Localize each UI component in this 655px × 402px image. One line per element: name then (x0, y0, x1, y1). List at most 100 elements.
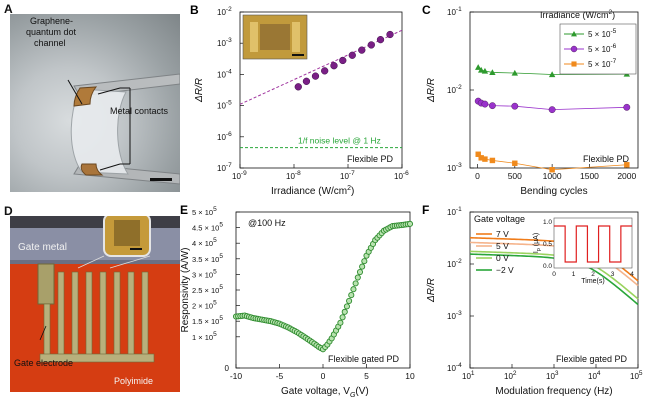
label-metal-contacts: Metal contacts (110, 106, 169, 116)
plot-frame (235, 211, 411, 369)
x-tick-label: 102 (504, 370, 517, 381)
inset-x-tick-label: 2 (591, 271, 595, 278)
x-axis-label: Modulation frequency (Hz) (495, 386, 612, 397)
legend-title: Irradiance (W/cm2) (540, 9, 615, 20)
data-point (359, 263, 366, 270)
inset-y-tick-label: 0.5 (543, 241, 552, 248)
data-point (549, 167, 555, 173)
x-axis-label: Irradiance (W/cm2) (271, 185, 354, 197)
x-tick-label: -5 (276, 371, 284, 381)
data-point (311, 72, 320, 80)
label-gate-electrode: Gate electrode (14, 358, 74, 368)
y-axis-label: ΔR/R (194, 78, 205, 103)
data-point (348, 292, 355, 299)
y-tick-label: 10-7 (217, 162, 232, 173)
x-tick-label: 500 (508, 171, 522, 181)
x-tick-label: 0 (321, 371, 326, 381)
annotation-frequency: @100 Hz (248, 218, 286, 228)
legend-marker (570, 45, 578, 53)
chart-e: E -10 -5 0 5 10 0 1 × 105 1.5 × 105 2 × 105 2.5 ×… (180, 203, 415, 399)
inset-frame (553, 217, 633, 269)
y-tick-label: 10-6 (217, 131, 232, 142)
annotation: Flexible gated PD (328, 354, 400, 364)
data-point (348, 51, 356, 59)
x-tick-label: -10 (230, 371, 243, 381)
data-point (511, 102, 519, 110)
inset-y-axis-label: Ip (μA) (533, 233, 542, 253)
data-point (489, 69, 496, 75)
x-tick-label: 1000 (543, 171, 562, 181)
gated-device-illustration (10, 216, 180, 392)
inset-y-tick-label: 0.0 (543, 263, 552, 270)
x-tick-label: 10 (405, 371, 415, 381)
data-point (481, 67, 489, 74)
x-axis-label: Gate voltage, VG(V) (281, 386, 369, 399)
data-point (339, 56, 347, 65)
data-point (511, 69, 518, 76)
x-tick-label: 10-8 (286, 170, 301, 181)
label-channel-line3: channel (34, 38, 66, 48)
data-point (321, 67, 329, 75)
data-point (489, 102, 496, 110)
legend-label: −2 V (496, 265, 514, 275)
panel-letter-b: B (190, 3, 199, 17)
data-point (481, 100, 489, 108)
inset-scale-bar (292, 54, 304, 56)
inset-x-tick-label: 3 (611, 271, 615, 278)
data-point (341, 308, 348, 315)
data-point (548, 106, 556, 114)
y-tick-label: 10-3 (217, 37, 232, 48)
x-tick-label: 10-7 (340, 170, 355, 181)
inset-x-axis-label: Time(s) (581, 278, 604, 285)
data-point (376, 35, 385, 44)
inset-y-tick-label: 1.0 (543, 219, 552, 226)
data-point (302, 77, 311, 85)
legend-label: 7 V (496, 229, 509, 239)
data-point (482, 156, 488, 162)
panel-letter-d: D (4, 204, 13, 218)
y-tick-label: 10-4 (447, 362, 462, 373)
annotation: Flexible PD (347, 154, 394, 164)
y-tick-label: 5 × 105 (192, 206, 217, 217)
x-tick-label: 0 (475, 171, 480, 181)
y-tick-label: 2.5 × 105 (192, 284, 223, 295)
chart-b: B 10-9 10-8 10-7 10-6 10-7 10-6 10-5 10-4 10-3 10… (190, 3, 409, 197)
data-point (358, 46, 366, 54)
y-tick-label: 2 × 105 (192, 300, 217, 311)
y-tick-label: 10-1 (447, 206, 462, 217)
inset-trace (554, 225, 632, 263)
x-axis-label: Bending cycles (520, 186, 587, 197)
data-point (352, 280, 359, 287)
y-tick-label: 10-3 (447, 310, 462, 321)
x-tick-label: 5 (364, 371, 369, 381)
x-tick-label: 101 (462, 370, 475, 381)
y-tick-label: 10-2 (217, 6, 232, 17)
data-point (361, 258, 368, 265)
data-point (406, 220, 414, 227)
data-point (339, 314, 346, 321)
data-point (489, 157, 496, 164)
x-tick-label: 1500 (580, 171, 599, 181)
data-point (478, 155, 484, 161)
plot-frame (239, 11, 403, 169)
data-point (512, 160, 518, 166)
inset-contact-left (250, 22, 258, 52)
photo-flexible-device: Graphene- quantum dot channel Metal cont… (10, 14, 180, 192)
annotation: Flexible PD (583, 154, 630, 164)
panel-letter-e: E (180, 203, 188, 217)
legend-title: Gate voltage (474, 214, 525, 224)
device-illustration (67, 73, 180, 185)
y-tick-label: 10-1 (447, 6, 462, 17)
legend-label: 5 V (496, 241, 509, 251)
x-tick-label: 105 (630, 370, 643, 381)
y-tick-label: 1 × 105 (192, 331, 217, 342)
y-tick-label: 4 × 105 (192, 237, 217, 248)
legend-marker (571, 61, 577, 67)
y-axis-label: ΔR/R (426, 278, 437, 303)
label-polyimide: Polyimide (114, 376, 154, 386)
noise-level-label: 1/f noise level @ 1 Hz (298, 136, 381, 146)
x-tick-label: 2000 (617, 171, 636, 181)
inset-x-tick-label: 1 (572, 271, 576, 278)
y-tick-label: 10-5 (217, 100, 232, 111)
